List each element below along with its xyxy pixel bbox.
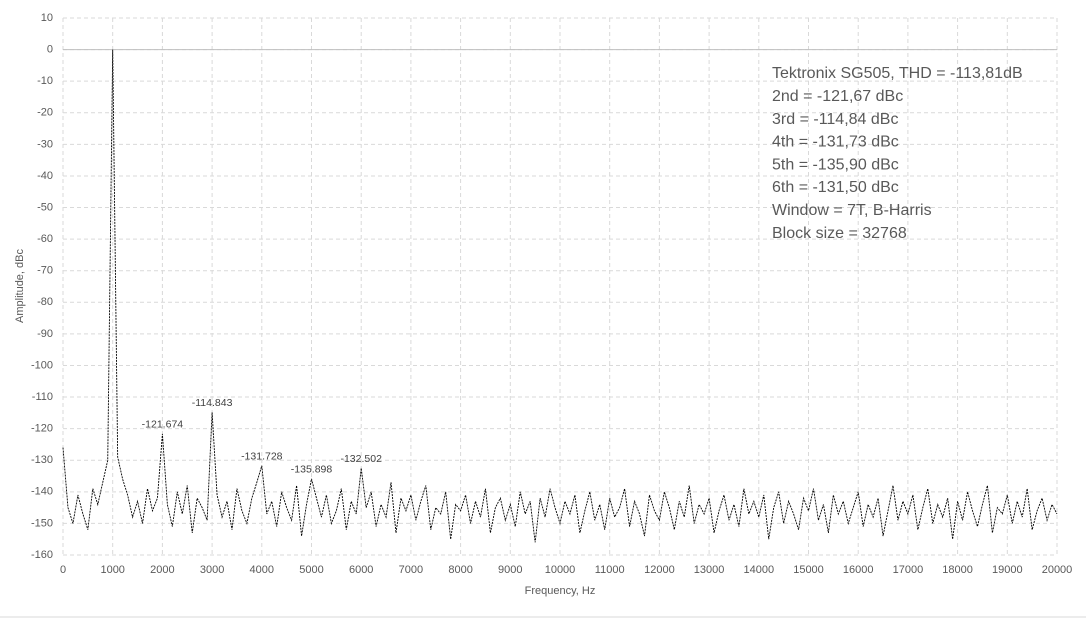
series-line [62,49,1058,543]
data-label: -114.843 [192,397,233,409]
x-tick-label: 16000 [843,564,874,576]
annotation: 5th = -135,90 dBc [772,156,899,173]
x-tick-label: 9000 [498,564,522,576]
x-tick-label: 17000 [893,564,924,576]
x-tick-label: 5000 [299,564,323,576]
annotation: 6th = -131,50 dBc [772,179,899,196]
annotation: Tektronix SG505, THD = -113,81dB [772,65,1023,82]
x-tick-label: 2000 [150,564,174,576]
x-tick-label: 3000 [200,564,224,576]
annotation: 4th = -131,73 dBc [772,134,899,151]
data-label: -135.898 [291,464,333,476]
x-tick-label: 4000 [250,564,274,576]
x-tick-label: 1000 [100,564,124,576]
y-tick-label: -70 [37,265,53,277]
y-tick-label: -50 [37,201,53,213]
data-label: -132.502 [340,453,382,465]
y-tick-label: 10 [41,12,53,24]
annotation: 2nd = -121,67 dBc [772,88,903,105]
x-tick-label: 18000 [942,564,973,576]
y-tick-label: -120 [31,423,53,435]
y-tick-label: -90 [37,328,53,340]
y-tick-label: -10 [37,75,53,87]
x-tick-label: 14000 [744,564,775,576]
y-tick-label: -150 [31,517,53,529]
x-tick-label: 13000 [694,564,725,576]
annotation: 3rd = -114,84 dBc [772,111,898,128]
y-tick-label: -80 [37,296,53,308]
x-tick-label: 7000 [399,564,423,576]
data-label: -131.728 [241,450,283,462]
y-tick-label: -100 [31,359,53,371]
y-tick-label: -40 [37,170,53,182]
y-tick-label: -130 [31,454,53,466]
y-tick-label: -20 [37,107,53,119]
x-tick-label: 12000 [644,564,675,576]
y-tick-label: -30 [37,138,53,150]
x-tick-label: 8000 [448,564,472,576]
y-tick-label: 0 [47,43,53,55]
x-tick-label: 11000 [595,564,625,576]
annotation: Block size = 32768 [772,225,907,242]
y-tick-label: -140 [31,486,53,498]
y-tick-label: -60 [37,233,53,245]
annotation: Window = 7T, B-Harris [772,202,932,219]
data-label: -121.674 [142,419,184,431]
y-tick-label: -160 [31,549,53,561]
y-tick-label: -110 [32,391,53,403]
y-axis-title: Amplitude, dBc [14,249,26,323]
x-tick-label: 19000 [992,564,1023,576]
x-tick-label: 15000 [793,564,824,576]
x-axis-title: Frequency, Hz [525,585,596,597]
x-tick-label: 20000 [1042,564,1073,576]
x-tick-label: 6000 [349,564,373,576]
x-tick-label: 10000 [545,564,576,576]
x-tick-label: 0 [60,564,66,576]
